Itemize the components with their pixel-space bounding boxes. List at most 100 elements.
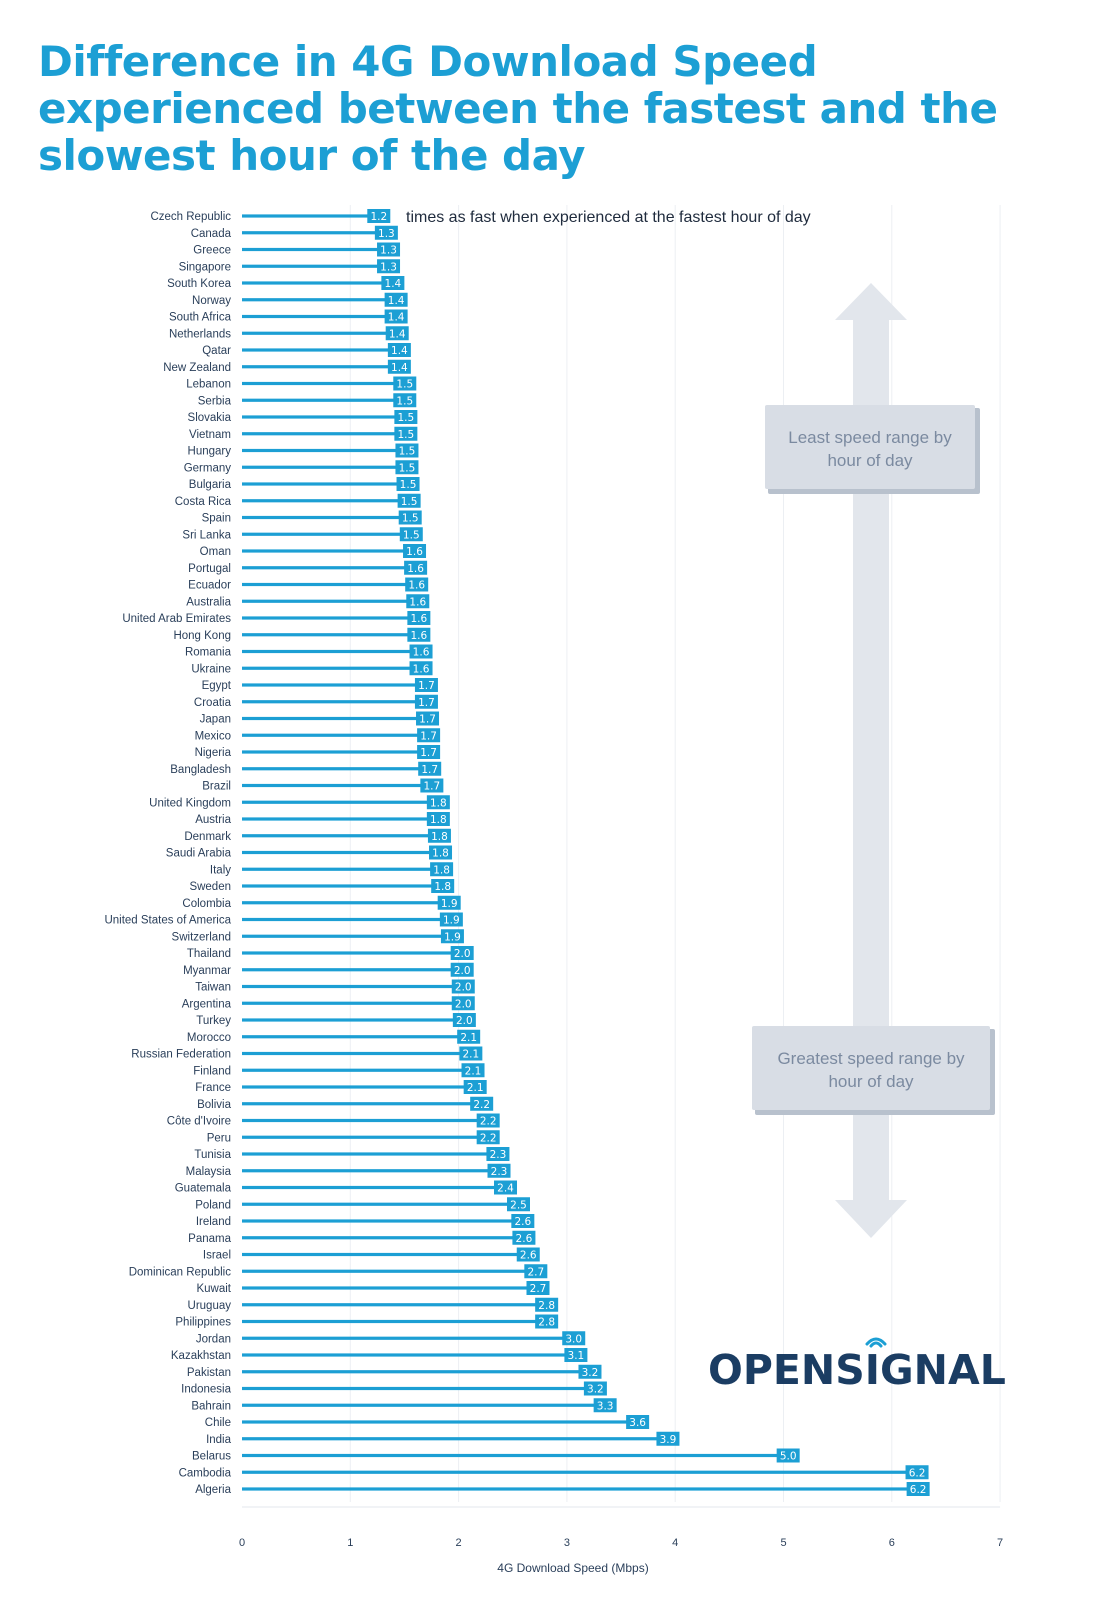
country-label: France — [195, 1082, 231, 1094]
value-badge — [393, 393, 417, 408]
country-label: Belarus — [192, 1451, 231, 1463]
value-badge — [394, 410, 418, 424]
arrow-up-head — [835, 283, 907, 320]
value-label: 2.0 — [455, 998, 472, 1010]
value-label: 2.2 — [480, 1132, 497, 1144]
value-badge — [506, 1197, 530, 1212]
value-label: 1.6 — [409, 596, 426, 608]
bar — [242, 298, 394, 302]
value-label: 1.4 — [388, 295, 405, 307]
value-label: 1.9 — [444, 931, 461, 943]
country-label: Panama — [188, 1233, 231, 1245]
bar — [242, 1353, 574, 1357]
value-label: 1.5 — [396, 395, 413, 407]
bar — [242, 616, 417, 620]
country-label: Malaysia — [186, 1166, 232, 1178]
value-badge — [406, 594, 430, 609]
bar — [242, 1236, 522, 1240]
value-badge — [385, 326, 409, 341]
country-label: Oman — [200, 546, 231, 558]
country-label: Portugal — [188, 563, 231, 575]
bar — [242, 331, 395, 335]
country-label: Chile — [205, 1417, 231, 1429]
bar — [242, 231, 384, 235]
country-label: Tunisia — [194, 1149, 231, 1161]
bar — [242, 1035, 467, 1039]
value-badge — [420, 778, 444, 793]
x-tick-label: 6 — [889, 1537, 895, 1549]
value-label: 1.3 — [380, 261, 397, 273]
value-label: 1.3 — [378, 228, 395, 240]
value-badge — [470, 1096, 494, 1111]
bar — [242, 1018, 462, 1022]
country-label: Nigeria — [195, 747, 232, 759]
value-badge — [387, 343, 411, 357]
value-label: 2.1 — [465, 1065, 482, 1077]
bar — [242, 984, 461, 989]
least-range-line1: Least speed range by — [788, 428, 952, 447]
value-badge — [418, 761, 442, 776]
bar — [242, 968, 460, 972]
value-label: 3.2 — [587, 1384, 604, 1396]
bar — [242, 1118, 486, 1123]
bar — [242, 1453, 786, 1458]
value-badge — [439, 912, 463, 927]
country-label: Bangladesh — [170, 764, 231, 776]
value-badge — [417, 745, 441, 759]
bar — [242, 465, 405, 469]
bar — [242, 566, 414, 570]
value-badge — [416, 711, 440, 726]
country-label: Ireland — [196, 1216, 231, 1228]
bar — [242, 934, 450, 938]
country-label: United Kingdom — [149, 797, 231, 809]
country-label: Czech Republic — [150, 211, 231, 223]
value-badge — [417, 728, 441, 743]
value-badge — [414, 694, 438, 709]
bar — [242, 214, 377, 218]
value-badge — [463, 1080, 487, 1094]
country-label: New Zealand — [163, 362, 231, 374]
value-label: 1.5 — [399, 462, 416, 474]
value-label: 1.9 — [441, 898, 458, 910]
value-label: 2.0 — [455, 982, 472, 994]
value-badge — [593, 1398, 617, 1413]
value-badge — [526, 1281, 550, 1295]
bar — [242, 834, 437, 838]
value-badge — [377, 259, 401, 274]
country-label: Egypt — [202, 680, 232, 692]
country-label: Myanmar — [183, 965, 231, 977]
bar — [242, 381, 403, 386]
country-label: Romania — [185, 647, 232, 659]
country-label: South Africa — [169, 312, 232, 324]
country-label: Taiwan — [195, 982, 231, 994]
value-badge — [429, 845, 453, 860]
bar — [242, 1303, 545, 1307]
value-badge — [450, 962, 474, 977]
value-label: 1.8 — [430, 814, 447, 826]
value-label: 1.4 — [385, 278, 402, 290]
bar — [242, 348, 397, 352]
value-label: 2.0 — [456, 1015, 473, 1027]
value-label: 2.1 — [460, 1032, 477, 1044]
bar — [242, 448, 405, 453]
country-label: Hungary — [188, 446, 232, 458]
country-label: Italy — [210, 864, 231, 876]
bar — [242, 549, 413, 553]
value-badge — [409, 661, 433, 676]
value-badge — [405, 577, 429, 592]
value-label: 1.5 — [399, 446, 416, 458]
value-badge — [516, 1247, 540, 1262]
value-label: 1.8 — [430, 797, 447, 809]
x-tick-label: 4 — [672, 1537, 678, 1549]
bar — [242, 800, 436, 804]
bar — [242, 649, 419, 654]
country-label: Dominican Republic — [129, 1266, 232, 1278]
value-label: 1.7 — [418, 697, 435, 709]
value-label: 2.8 — [538, 1317, 555, 1329]
country-label: Peru — [207, 1132, 231, 1144]
country-label: United Arab Emirates — [122, 613, 231, 625]
value-badge — [387, 359, 411, 374]
value-label: 1.5 — [398, 412, 415, 424]
bar — [242, 432, 404, 436]
bar — [242, 1169, 497, 1173]
